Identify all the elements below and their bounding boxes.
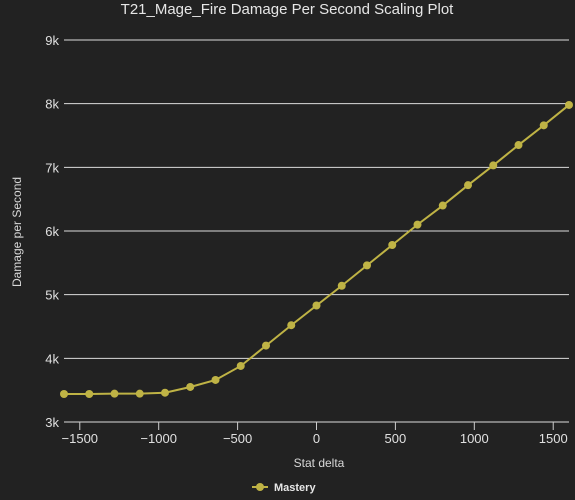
data-point[interactable] <box>539 121 548 130</box>
legend-item-mastery: Mastery <box>274 482 316 494</box>
data-point[interactable] <box>161 388 169 397</box>
data-point[interactable] <box>236 361 245 370</box>
series-line <box>64 104 570 395</box>
y-tick-label: 8k <box>45 97 59 112</box>
data-point[interactable] <box>85 389 94 398</box>
data-point[interactable] <box>413 220 422 229</box>
data-point[interactable] <box>337 281 346 290</box>
y-tick-label: 3k <box>45 415 59 430</box>
y-axis-label: Damage per Second <box>10 177 24 287</box>
data-point[interactable] <box>287 321 296 330</box>
y-tick-label: 5k <box>45 288 59 303</box>
data-point[interactable] <box>438 201 447 210</box>
data-point[interactable] <box>262 341 270 350</box>
chart-title: T21_Mage_Fire Damage Per Second Scaling … <box>121 1 455 18</box>
data-point[interactable] <box>60 389 68 398</box>
data-point[interactable] <box>110 389 119 398</box>
x-tick-label: −1500 <box>62 431 99 446</box>
data-point[interactable] <box>514 141 523 150</box>
x-tick-label: 1500 <box>539 431 568 446</box>
legend-marker-icon <box>256 483 264 491</box>
legend[interactable]: Mastery <box>252 482 316 494</box>
data-point[interactable] <box>363 261 371 270</box>
data-point[interactable] <box>489 161 498 170</box>
y-tick-label: 9k <box>45 33 59 48</box>
data-point[interactable] <box>565 100 573 109</box>
grid-lines <box>64 39 569 423</box>
data-point[interactable] <box>312 301 321 310</box>
data-point[interactable] <box>186 382 195 391</box>
x-axis-label: Stat delta <box>294 456 345 470</box>
x-tick-label: −500 <box>223 431 252 446</box>
y-tick-label: 6k <box>45 224 59 239</box>
series-mastery <box>60 100 573 398</box>
data-point[interactable] <box>211 375 220 384</box>
data-point[interactable] <box>464 181 472 190</box>
y-tick-label: 4k <box>45 351 59 366</box>
x-tick-label: 1000 <box>460 431 489 446</box>
x-tick-label: 0 <box>313 431 320 446</box>
x-axis-ticks: −1500 −1000 −500 0 500 1000 1500 <box>62 422 568 446</box>
data-point[interactable] <box>135 389 144 398</box>
data-point[interactable] <box>388 241 397 250</box>
y-axis-ticks: 3k 4k 5k 6k 7k 8k 9k <box>45 33 59 430</box>
x-tick-label: 500 <box>385 431 407 446</box>
x-tick-label: −1000 <box>140 431 177 446</box>
y-tick-label: 7k <box>45 160 59 175</box>
